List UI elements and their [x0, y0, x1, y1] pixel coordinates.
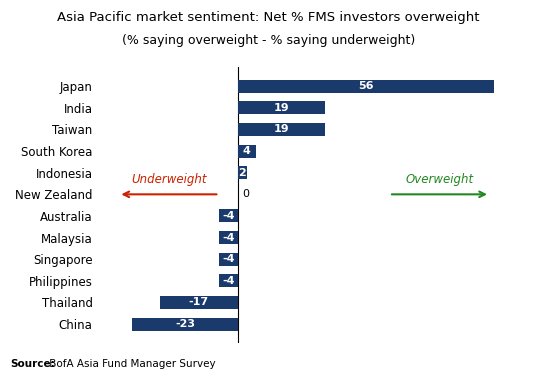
Bar [132, 317, 238, 330]
Text: Source:: Source: [11, 359, 55, 369]
Bar [219, 231, 238, 244]
Bar [219, 274, 238, 287]
Text: -4: -4 [222, 211, 235, 221]
Text: Asia Pacific market sentiment: Net % FMS investors overweight: Asia Pacific market sentiment: Net % FMS… [57, 11, 480, 24]
Text: -23: -23 [175, 319, 195, 329]
Text: 19: 19 [273, 125, 289, 135]
Text: -4: -4 [222, 254, 235, 264]
Bar [219, 253, 238, 266]
Bar [238, 123, 325, 136]
Text: Underweight: Underweight [131, 173, 207, 186]
Text: 56: 56 [358, 81, 374, 91]
Text: Overweight: Overweight [405, 173, 474, 186]
Text: -4: -4 [222, 233, 235, 242]
Text: 2: 2 [238, 168, 246, 178]
Bar [159, 296, 238, 309]
Bar [219, 210, 238, 222]
Bar [238, 145, 256, 157]
Text: (% saying overweight - % saying underweight): (% saying overweight - % saying underwei… [122, 34, 415, 47]
Text: 0: 0 [242, 189, 249, 199]
Text: BofA Asia Fund Manager Survey: BofA Asia Fund Manager Survey [46, 359, 215, 369]
Text: -4: -4 [222, 276, 235, 286]
Bar [238, 166, 247, 179]
Bar [238, 80, 495, 93]
Text: -17: -17 [188, 297, 209, 307]
Bar [238, 101, 325, 115]
Text: 19: 19 [273, 103, 289, 113]
Text: 4: 4 [243, 146, 251, 156]
